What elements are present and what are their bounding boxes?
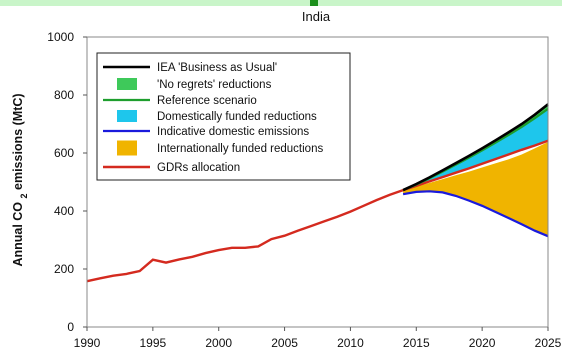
legend-swatch <box>117 140 137 156</box>
line-indicative-domestic-emissions <box>402 190 549 238</box>
y-tick-label: 1000 <box>47 30 74 44</box>
y-axis-label: Annual CO 2 emissions (MtC) <box>11 93 29 266</box>
header-accent-mark <box>310 0 318 6</box>
legend-box <box>96 52 351 181</box>
x-tick-label: 1995 <box>140 336 167 350</box>
y-tick-label: 400 <box>54 204 74 218</box>
line-gdrs-allocation <box>402 139 549 192</box>
x-tick-label: 2000 <box>205 336 232 350</box>
band-internationally-funded-reductions <box>403 142 548 237</box>
legend-label: Domestically funded reductions <box>157 111 317 123</box>
x-tick-label: 2015 <box>403 336 430 350</box>
legend-label: Indicative domestic emissions <box>157 126 309 138</box>
chart-title: India <box>302 9 331 24</box>
y-tick-label: 800 <box>54 88 74 102</box>
y-tick-label: 200 <box>54 262 74 276</box>
legend-label: GDRs allocation <box>157 162 240 174</box>
legend-label: Internationally funded reductions <box>157 143 323 155</box>
legend-label: Reference scenario <box>157 95 257 107</box>
y-tick-label: 0 <box>67 320 74 334</box>
legend-label: IEA 'Business as Usual' <box>157 62 277 74</box>
plot-frame <box>86 36 549 328</box>
x-tick-label: 2020 <box>469 336 496 350</box>
x-tick-label: 2025 <box>535 336 562 350</box>
y-tick-label: 600 <box>54 146 74 160</box>
x-tick-label: 1990 <box>74 336 101 350</box>
line-iea-business-as-usual <box>402 103 549 192</box>
top-header-band <box>0 0 562 6</box>
legend-label: 'No regrets' reductions <box>157 79 272 91</box>
legend-swatch <box>117 78 137 90</box>
x-tick-label: 2005 <box>271 336 298 350</box>
x-tick-label: 2010 <box>337 336 364 350</box>
legend-swatch <box>117 110 137 122</box>
historical-emissions-line <box>86 188 404 283</box>
